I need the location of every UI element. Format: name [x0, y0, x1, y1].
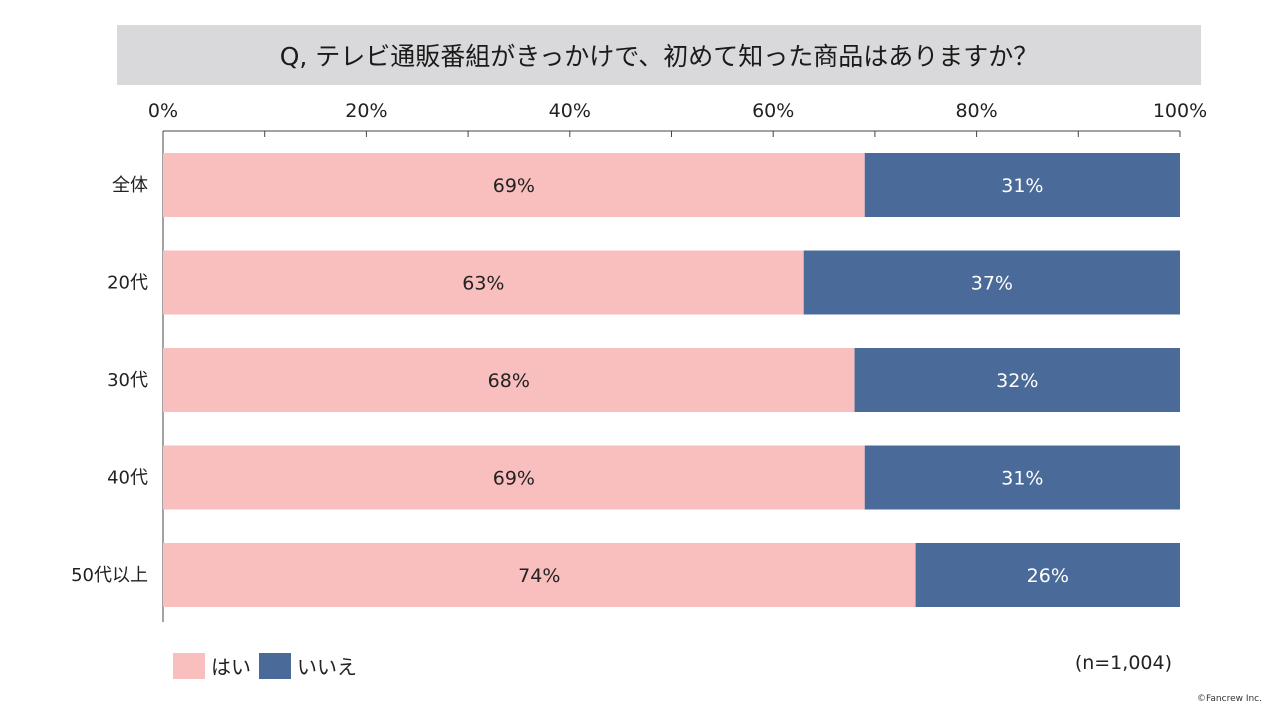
chart-legend: はい いいえ [173, 651, 365, 680]
category-label: 全体 [112, 175, 148, 196]
bar-yes [163, 153, 865, 217]
bar-no [803, 250, 1180, 315]
data-label-yes: 74% [518, 565, 560, 587]
category-label: 40代 [107, 468, 148, 489]
x-tick-label: 100% [1153, 100, 1207, 122]
category-label: 50代以上 [71, 565, 148, 586]
data-label-no: 37% [971, 273, 1013, 295]
data-label-yes: 69% [493, 468, 535, 490]
data-label-no: 31% [1001, 175, 1043, 197]
x-tick-label: 0% [148, 100, 178, 122]
legend-label-no: いいえ [297, 655, 357, 679]
legend-label-yes: はい [211, 655, 251, 679]
bar-yes [163, 445, 865, 510]
x-tick-label: 20% [345, 100, 387, 122]
bar-no [864, 445, 1180, 510]
category-label: 30代 [107, 370, 148, 391]
legend-item-yes: はい [173, 651, 251, 680]
bar-no [854, 348, 1180, 412]
bar-no [915, 543, 1180, 607]
data-label-yes: 68% [488, 370, 530, 392]
bar-no [864, 153, 1180, 217]
x-tick-label: 40% [549, 100, 591, 122]
data-label-yes: 69% [493, 175, 535, 197]
category-label: 20代 [107, 273, 148, 294]
copyright-notice: ©Fancrew Inc. [1197, 694, 1262, 704]
bar-yes [163, 348, 855, 412]
chart-title-bar: Q, テレビ通販番組がきっかけで、初めて知った商品はありますか？ [117, 25, 1201, 85]
data-label-no: 26% [1027, 565, 1069, 587]
legend-swatch-no [259, 652, 291, 679]
x-tick-label: 80% [955, 100, 997, 122]
data-label-no: 32% [996, 370, 1038, 392]
bar-yes [163, 543, 916, 607]
legend-item-no: いいえ [259, 651, 357, 680]
chart-title: Q, テレビ通販番組がきっかけで、初めて知った商品はありますか？ [279, 42, 1039, 71]
bar-yes [163, 250, 804, 315]
sample-size-note: (n=1,004) [1074, 652, 1172, 674]
x-tick-label: 60% [752, 100, 794, 122]
data-label-yes: 63% [462, 273, 504, 295]
data-label-no: 31% [1001, 468, 1043, 490]
legend-swatch-yes [173, 652, 205, 679]
